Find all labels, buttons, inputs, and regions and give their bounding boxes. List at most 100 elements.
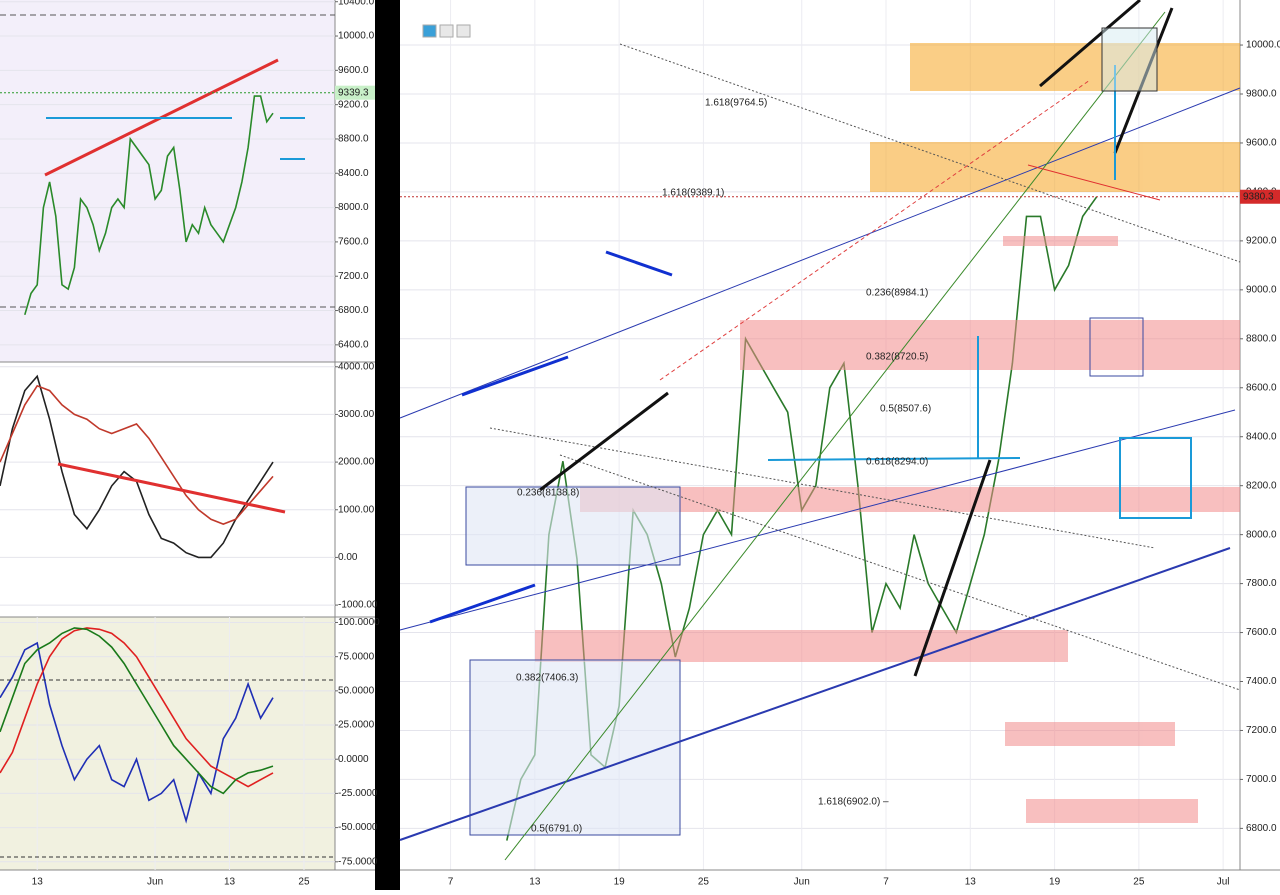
trendline — [605, 250, 673, 277]
zone — [740, 320, 1240, 370]
trendline — [399, 409, 1236, 631]
marker-box — [1119, 437, 1192, 519]
trendline — [767, 457, 1021, 461]
y-tick-label: 7400.0 — [1246, 676, 1277, 687]
trendline — [619, 43, 1241, 263]
box — [465, 486, 681, 566]
y-tick-label: 2000.00 — [338, 457, 375, 468]
x-tick-label: 7 — [883, 877, 889, 888]
y-tick-label: 8600.0 — [1246, 382, 1277, 393]
x-tick-label: 13 — [965, 877, 977, 888]
y-tick-label: -75.0000 — [338, 856, 378, 867]
y-tick-label: 7200.0 — [1246, 725, 1277, 736]
trendline — [57, 462, 286, 514]
trendline — [539, 391, 669, 492]
y-tick-label: 9600.0 — [338, 65, 369, 76]
zones — [535, 43, 1240, 823]
fib-label: 0.236(8138.8) — [517, 488, 579, 499]
x-tick-label: 13 — [32, 877, 44, 888]
trendline — [1027, 164, 1161, 201]
y-tick-label: 8200.0 — [1246, 480, 1277, 491]
x-tick-label: 25 — [1133, 877, 1145, 888]
x-tick-label: 25 — [698, 877, 710, 888]
icon[interactable] — [439, 24, 454, 38]
trendline — [461, 355, 569, 397]
y-tick-label: 0.0000 — [338, 754, 369, 765]
box — [469, 659, 681, 836]
y-tick-label: 8400.0 — [338, 168, 369, 179]
x-tick-label: 13 — [224, 877, 236, 888]
y-tick-label: 3000.00 — [338, 409, 375, 420]
icon[interactable] — [456, 24, 471, 38]
series-line — [24, 95, 274, 316]
y-tick-label: 10000.0 — [1246, 40, 1280, 51]
y-tick-label: 8800.0 — [338, 134, 369, 145]
trendline — [504, 11, 1166, 861]
marker-box — [1089, 317, 1144, 377]
axis-bg — [335, 0, 375, 890]
panel-bg — [0, 362, 335, 617]
panel-bg — [0, 0, 335, 362]
y-tick-label: 6400.0 — [338, 339, 369, 350]
trendline — [913, 459, 992, 677]
fib-label: 0.5(6791.0) — [531, 824, 582, 835]
y-tick-label: 9600.0 — [1246, 138, 1277, 149]
zone — [1026, 799, 1198, 823]
y-tick-label: 7200.0 — [338, 271, 369, 282]
icon[interactable] — [422, 24, 437, 38]
y-tick-label: -1000.00 — [338, 600, 378, 611]
zone — [910, 43, 1240, 91]
y-tick-label: 8800.0 — [1246, 333, 1277, 344]
fib-label: 0.5(8507.6) — [880, 404, 931, 415]
y-tick-label: 7000.0 — [1246, 774, 1277, 785]
zone — [1003, 236, 1118, 246]
y-tick-label: 100.0000 — [338, 617, 380, 628]
fib-label: 0.382(7406.3) — [516, 673, 578, 684]
price-tag — [335, 85, 375, 100]
zone — [1005, 722, 1175, 746]
y-tick-label: 1000.00 — [338, 504, 375, 515]
x-tick-label: Jul — [1217, 877, 1230, 888]
y-tick-label: 7800.0 — [1246, 578, 1277, 589]
y-tick-label: 9200.0 — [1246, 236, 1277, 247]
price-tag — [1240, 189, 1280, 204]
trendline — [399, 87, 1241, 419]
y-tick-label: 7600.0 — [338, 237, 369, 248]
fib-label: 1.618(6902.0) – — [818, 797, 889, 808]
marker-box — [1101, 27, 1158, 92]
series-line — [0, 641, 274, 824]
trendlines — [399, 0, 1241, 861]
fib-label: 0.618(8294.0) — [866, 457, 928, 468]
x-tick-label: 13 — [529, 877, 541, 888]
divider — [375, 0, 400, 890]
y-tick-label: 9000.0 — [1246, 284, 1277, 295]
y-tick-label: 4000.00 — [338, 361, 375, 372]
y-tick-label: 9200.0 — [338, 99, 369, 110]
y-tick-label: 6800.0 — [338, 305, 369, 316]
plot — [0, 1, 335, 346]
trendline — [399, 547, 1231, 841]
toolbar-icons[interactable] — [422, 24, 471, 38]
x-tick-label: 19 — [1049, 877, 1061, 888]
boxes — [465, 486, 681, 836]
fib-label: 1.618(9389.1) — [662, 188, 724, 199]
trendline — [1039, 0, 1141, 88]
y-tick-label: 75.0000 — [338, 651, 375, 662]
trendline — [659, 79, 1091, 381]
y-tick-label: -25.0000 — [338, 788, 378, 799]
price-tag-label: 9380.3 — [1243, 191, 1274, 202]
left-overlays — [0, 14, 335, 858]
y-tick-label: 0.00 — [338, 552, 358, 563]
fib-label: 0.382(8720.5) — [866, 352, 928, 363]
price-tag-label: 9339.3 — [338, 87, 369, 98]
trendline — [489, 427, 1156, 549]
y-tick-label: 25.0000 — [338, 720, 375, 731]
y-tick-label: 8400.0 — [1246, 431, 1277, 442]
y-tick-label: 10400.0 — [338, 0, 375, 7]
x-tick-label: Jun — [794, 877, 810, 888]
zone — [870, 142, 1240, 192]
y-tick-label: 9800.0 — [1246, 89, 1277, 100]
series-line — [0, 627, 274, 795]
